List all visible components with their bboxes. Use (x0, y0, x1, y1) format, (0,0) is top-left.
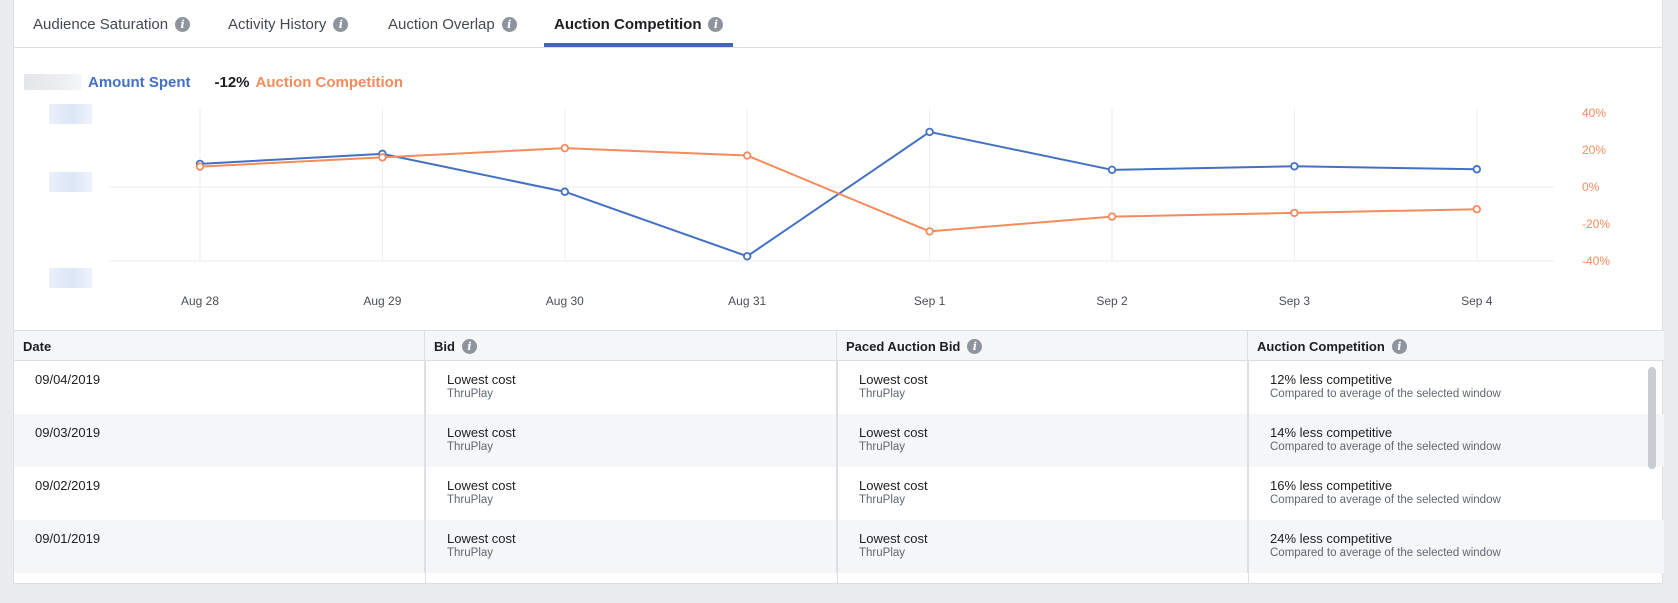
x-tick-label: Sep 3 (1279, 294, 1311, 308)
info-icon[interactable]: i (333, 16, 349, 32)
paced-bid-sub: ThruPlay (859, 494, 906, 506)
tab-label: Activity History (228, 15, 327, 33)
info-icon[interactable]: i (1391, 338, 1407, 354)
bid-sub: ThruPlay (447, 388, 494, 400)
competition-cell: 24% less competitive (1270, 531, 1393, 546)
competition-cell: 14% less competitive (1270, 425, 1393, 440)
tab-activity-history[interactable]: Activity History i (228, 0, 349, 48)
data-point-auction-competition (925, 227, 934, 236)
x-tick-label: Sep 2 (1096, 294, 1128, 308)
table-row (14, 573, 1664, 584)
tab-auction-competition[interactable]: Auction Competition i (544, 0, 734, 48)
bid-cell: Lowest cost (447, 372, 516, 387)
competition-sub: Compared to average of the selected wind… (1270, 388, 1501, 400)
tab-label: Auction Overlap (388, 15, 495, 33)
competition-sub: Compared to average of the selected wind… (1270, 547, 1501, 559)
table-body: 09/04/2019 Lowest cost ThruPlay Lowest c… (14, 361, 1664, 584)
y-tick-label-right: 20% (1582, 143, 1606, 157)
legend-pct-change: -12% (214, 73, 250, 91)
data-point-auction-competition (743, 151, 752, 160)
paced-bid-cell: Lowest cost (859, 372, 928, 387)
competition-sub: Compared to average of the selected wind… (1270, 494, 1501, 506)
paced-bid-sub: ThruPlay (859, 388, 906, 400)
paced-bid-sub: ThruPlay (859, 441, 906, 453)
column-header-paced-auction-bid[interactable]: Paced Auction Bid i (837, 331, 1248, 361)
date-cell: 09/03/2019 (35, 425, 101, 440)
insights-panel: Audience Saturation i Activity History i… (13, 0, 1664, 584)
table-header: Date Bid i Paced Auction Bid i Auction C… (14, 330, 1664, 361)
table-row: 09/01/2019 Lowest cost ThruPlay Lowest c… (14, 520, 1664, 573)
competition-cell: 16% less competitive (1270, 478, 1393, 493)
data-point-auction-competition (1290, 208, 1299, 218)
x-tick-label: Sep 1 (914, 294, 946, 308)
series-line-auction-competition (199, 147, 1477, 233)
data-point-amount-spent (560, 187, 569, 196)
info-icon[interactable]: i (708, 16, 724, 32)
data-point-auction-competition (195, 162, 205, 171)
bid-cell: Lowest cost (447, 531, 516, 546)
data-point-auction-competition (1472, 204, 1481, 214)
redacted-value (24, 74, 82, 90)
table-row: 09/02/2019 Lowest cost ThruPlay Lowest c… (14, 467, 1664, 520)
legend-auction-competition: Auction Competition (255, 73, 404, 91)
x-tick-label: Aug 28 (181, 294, 219, 308)
x-tick-label: Sep 4 (1461, 294, 1493, 308)
chart-legend: Amount Spent -12% Auction Competition (24, 73, 403, 91)
info-icon[interactable]: i (461, 338, 477, 354)
paced-bid-cell: Lowest cost (859, 478, 928, 493)
paced-bid-cell: Lowest cost (859, 425, 928, 440)
tab-audience-saturation[interactable]: Audience Saturation i (33, 0, 191, 48)
date-cell: 09/01/2019 (35, 531, 101, 546)
table-row: 09/04/2019 Lowest cost ThruPlay Lowest c… (14, 361, 1664, 414)
data-point-amount-spent (1472, 165, 1481, 174)
info-icon[interactable]: i (967, 338, 983, 354)
column-header-auction-competition[interactable]: Auction Competition i (1248, 331, 1664, 361)
x-tick-label: Aug 29 (363, 294, 401, 308)
bid-sub: ThruPlay (447, 494, 494, 506)
column-header-date[interactable]: Date (14, 331, 425, 361)
redacted-y-tick (49, 172, 92, 192)
tab-bar: Audience Saturation i Activity History i… (14, 0, 1662, 48)
paced-bid-cell: Lowest cost (859, 531, 928, 546)
auction-table: Date Bid i Paced Auction Bid i Auction C… (14, 330, 1664, 584)
date-cell: 09/02/2019 (35, 478, 101, 493)
bid-cell: Lowest cost (447, 425, 516, 440)
info-icon[interactable]: i (501, 16, 517, 32)
bid-cell: Lowest cost (447, 478, 516, 493)
line-chart: 40% 20% 0% -20% -40% Aug 28 Aug 29 Aug 30 Aug 31… (109, 106, 1610, 308)
date-cell: 09/04/2019 (35, 372, 101, 387)
legend-amount-spent: Amount Spent (88, 73, 191, 91)
y-tick-label-right: -20% (1582, 217, 1610, 231)
data-point-amount-spent (743, 252, 752, 261)
competition-sub: Compared to average of the selected wind… (1270, 441, 1501, 453)
tab-label: Audience Saturation (33, 15, 169, 33)
x-tick-label: Aug 30 (546, 294, 584, 308)
data-point-amount-spent (1107, 165, 1117, 175)
data-point-amount-spent (925, 127, 934, 137)
y-tick-label-right: -40% (1582, 254, 1610, 268)
y-tick-label-right: 0% (1582, 180, 1600, 194)
active-tab-indicator (544, 43, 734, 47)
paced-bid-sub: ThruPlay (859, 547, 906, 559)
redacted-y-tick (49, 268, 92, 288)
data-point-amount-spent (1290, 162, 1299, 171)
redacted-y-tick (49, 104, 92, 124)
table-scrollbar[interactable] (1648, 367, 1656, 469)
data-point-auction-competition (378, 153, 387, 162)
bid-sub: ThruPlay (447, 547, 494, 559)
x-tick-label: Aug 31 (728, 294, 766, 308)
tab-label: Auction Competition (554, 15, 702, 33)
bid-sub: ThruPlay (447, 441, 494, 453)
table-row: 09/03/2019 Lowest cost ThruPlay Lowest c… (14, 414, 1664, 467)
data-point-auction-competition (560, 143, 569, 153)
column-header-bid[interactable]: Bid i (425, 331, 837, 361)
y-tick-label-right: 40% (1582, 106, 1606, 120)
competition-cell: 12% less competitive (1270, 372, 1393, 387)
info-icon[interactable]: i (175, 16, 191, 32)
tab-auction-overlap[interactable]: Auction Overlap i (388, 0, 517, 48)
data-point-auction-competition (1107, 212, 1117, 221)
